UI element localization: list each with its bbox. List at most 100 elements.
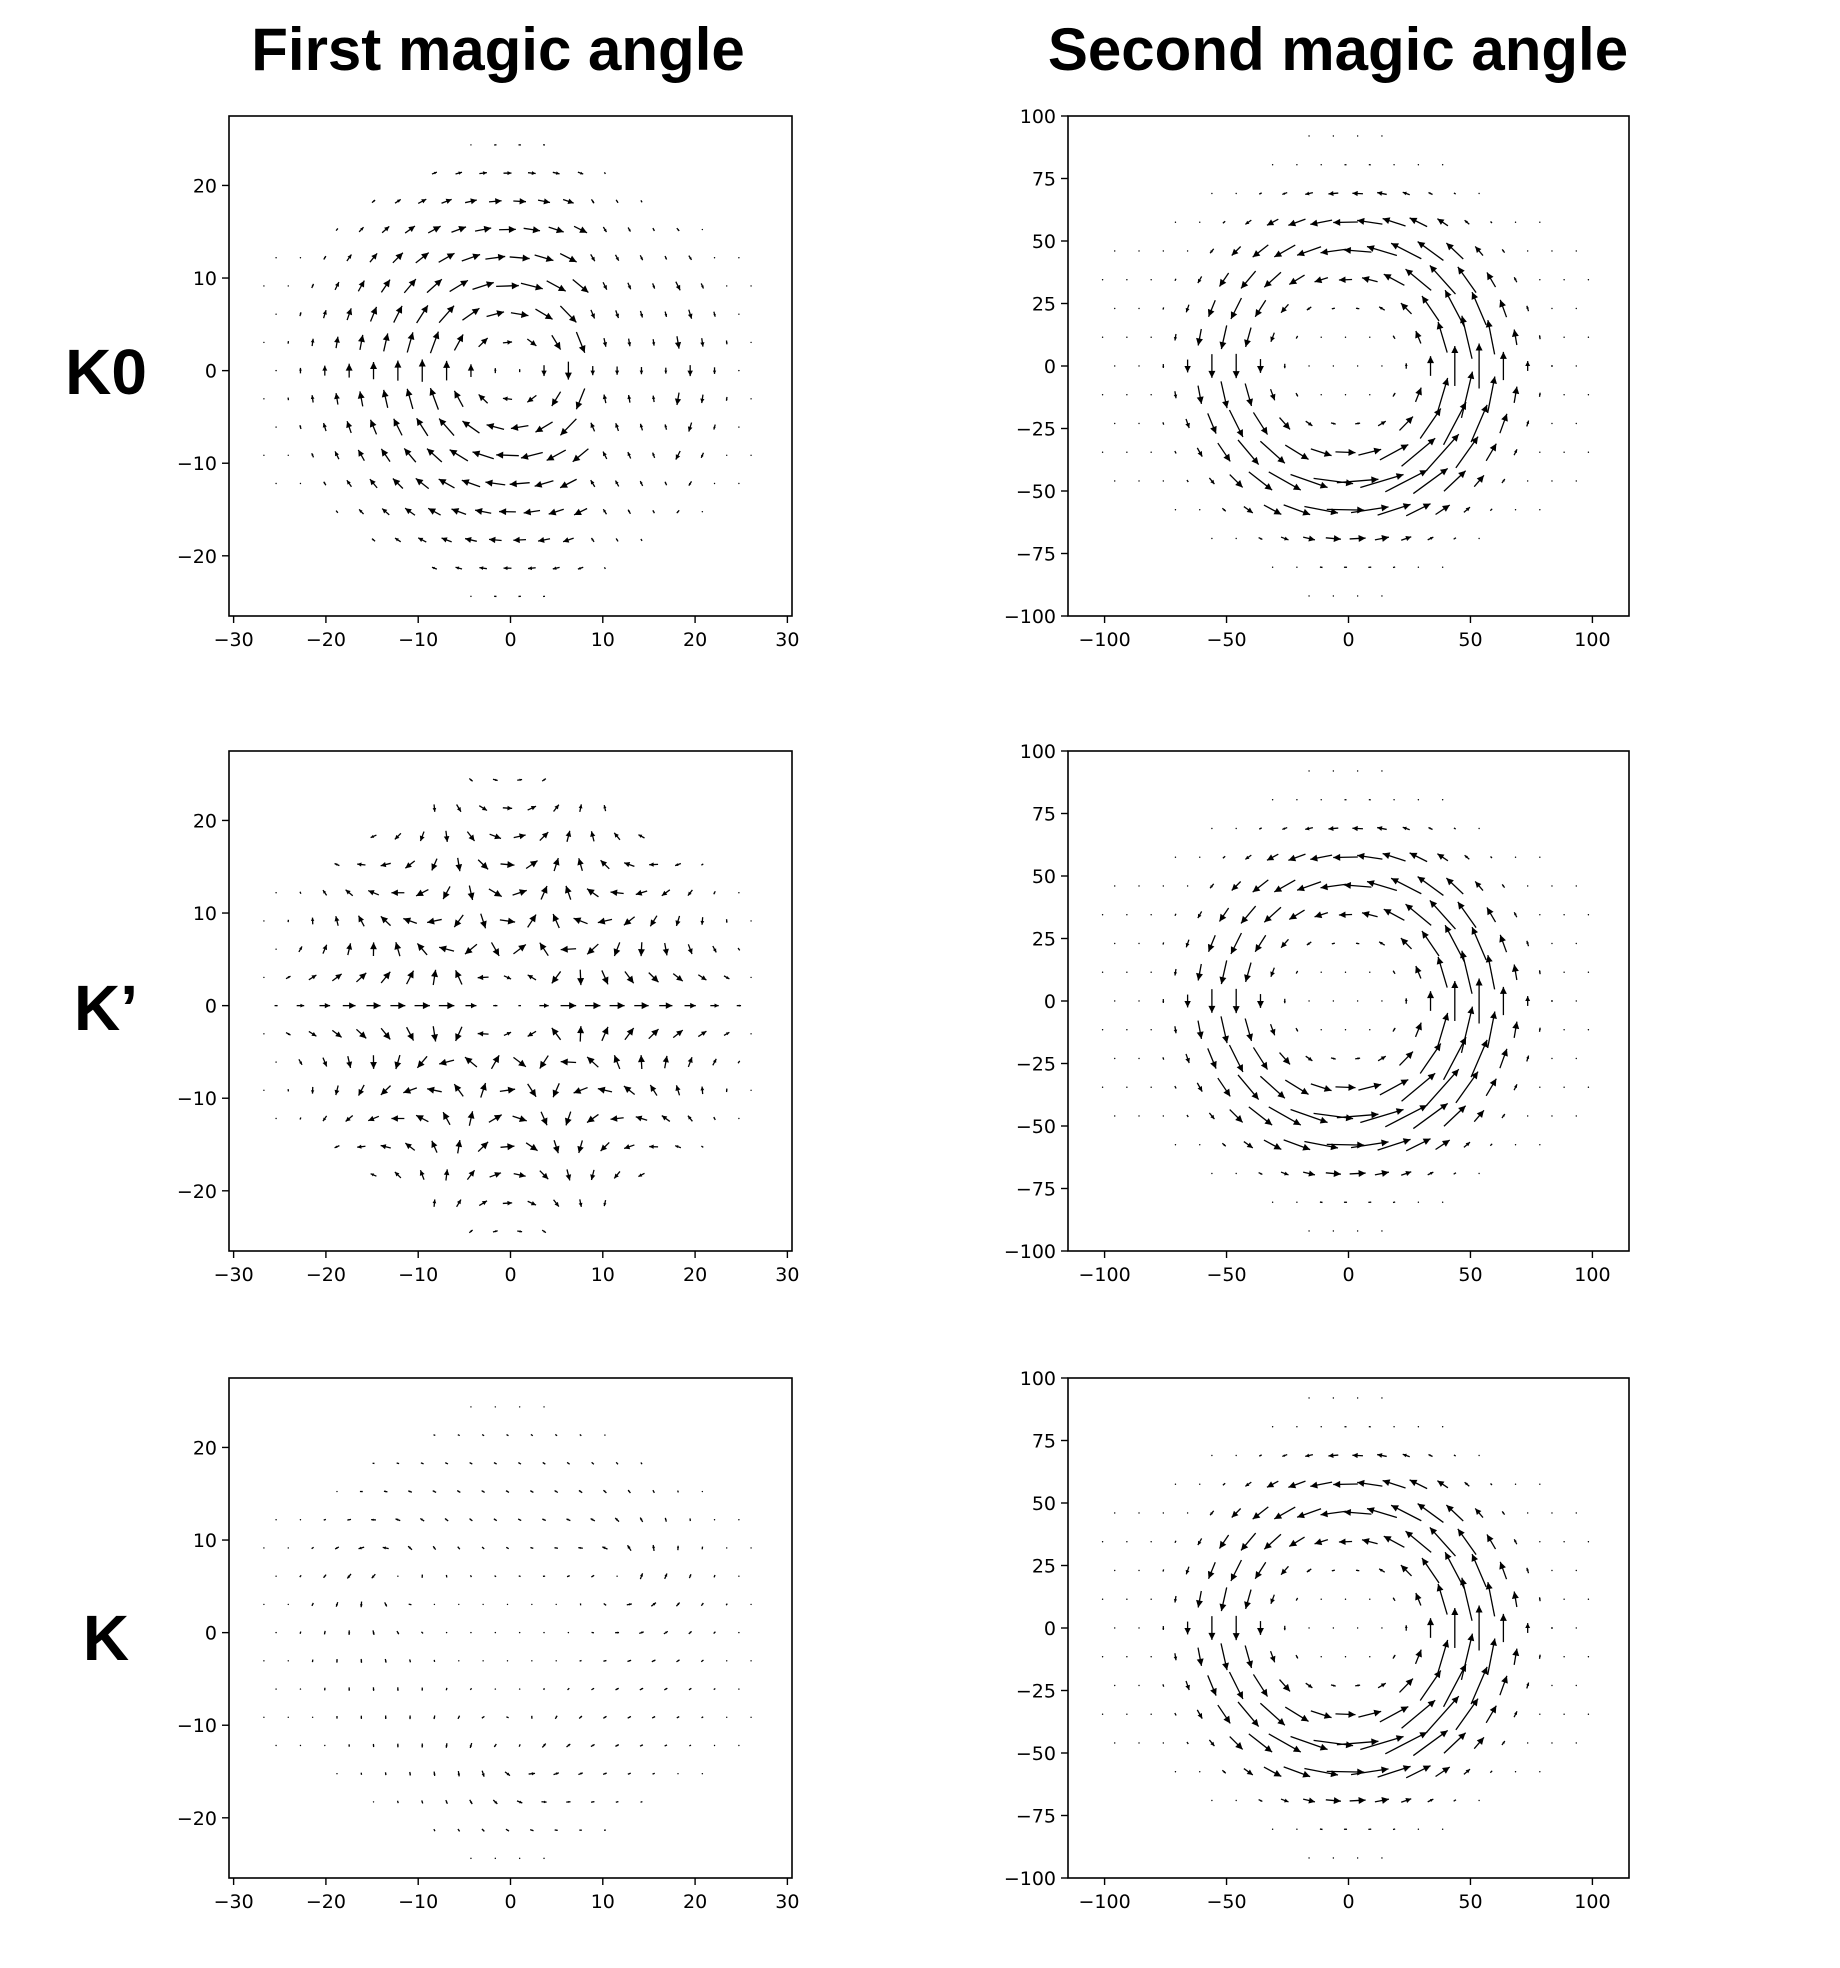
- quiver-arrow: [481, 1770, 485, 1777]
- quiver-arrow: [275, 1631, 277, 1634]
- quiver-arrow: [1138, 250, 1140, 252]
- quiver-arrow: [1427, 991, 1435, 1011]
- y-tick-label: −10: [177, 1715, 217, 1737]
- quiver-arrow: [299, 1631, 302, 1634]
- quiver-arrow: [1551, 250, 1553, 252]
- quiver-arrow: [490, 1054, 500, 1070]
- quiver-arrow: [461, 253, 481, 262]
- quiver-arrow: [456, 804, 462, 813]
- quiver-arrow: [1436, 321, 1448, 353]
- quiver-arrow: [750, 1716, 752, 1718]
- quiver-arrow: [1279, 1679, 1291, 1692]
- quiver-arrow: [1464, 854, 1470, 860]
- quiver-arrow: [462, 420, 480, 434]
- quiver-arrow: [311, 283, 315, 289]
- quiver-arrow: [477, 1031, 489, 1037]
- quiver-arrow: [567, 1687, 570, 1691]
- quiver-arrow: [1419, 1670, 1442, 1701]
- quiver-arrow: [1331, 942, 1336, 945]
- quiver-arrow: [1199, 1144, 1201, 1146]
- quiver-arrow: [1441, 164, 1444, 166]
- x-tick-label: −10: [398, 1891, 438, 1913]
- quiver-arrow: [1328, 826, 1339, 831]
- quiver-arrow: [1478, 537, 1480, 540]
- quiver-arrow: [380, 1027, 391, 1040]
- quiver-arrow: [1229, 1109, 1244, 1123]
- quiver-arrow: [1377, 1055, 1387, 1062]
- quiver-arrow: [334, 393, 340, 405]
- x-tick-label: −30: [214, 1891, 254, 1913]
- quiver-arrow: [1126, 451, 1128, 453]
- quiver-arrow: [457, 1715, 461, 1720]
- quiver-arrow: [1457, 901, 1477, 928]
- quiver-arrow: [370, 361, 378, 380]
- quiver-arrow: [1392, 1027, 1396, 1032]
- quiver-arrow: [464, 198, 477, 205]
- quiver-arrow: [639, 310, 644, 318]
- quiver-arrow: [1320, 1426, 1322, 1428]
- quiver-arrow: [455, 970, 463, 985]
- quiver-arrow: [1499, 1675, 1508, 1696]
- quiver-arrow: [579, 1603, 582, 1606]
- quiver-arrow: [455, 1026, 463, 1042]
- quiver-arrow: [1126, 1713, 1128, 1715]
- quiver-arrow: [697, 974, 707, 981]
- quiver-arrow: [662, 1055, 669, 1069]
- quiver-arrow: [319, 1002, 331, 1009]
- quiver-arrow: [573, 507, 588, 516]
- quiver-arrow: [639, 1631, 644, 1635]
- quiver-arrow: [738, 313, 740, 315]
- quiver-arrow: [738, 257, 740, 259]
- quiver-arrow: [1101, 1598, 1104, 1600]
- quiver-arrow: [613, 1054, 621, 1070]
- quiver-arrow: [394, 832, 402, 840]
- quiver-arrow: [1221, 507, 1227, 512]
- quiver-arrow: [1332, 1627, 1335, 1629]
- quiver-arrow: [566, 1518, 571, 1522]
- y-tick-label: −25: [1016, 419, 1056, 441]
- quiver-arrow: [1325, 1170, 1341, 1178]
- quiver-arrows: [263, 1406, 752, 1860]
- quiver-arrow: [1338, 911, 1353, 919]
- quiver-arrow: [357, 449, 365, 461]
- quiver-arrow: [603, 1659, 607, 1662]
- quiver-arrow: [1344, 336, 1347, 338]
- quiver-arrow: [675, 915, 681, 927]
- quiver-arrow: [1101, 1029, 1104, 1031]
- quiver-arrow: [384, 1658, 387, 1663]
- y-tick-label: 100: [1020, 741, 1056, 763]
- quiver-arrow: [438, 945, 455, 953]
- y-tick-label: 50: [1032, 1493, 1056, 1515]
- quiver-arrow: [415, 477, 430, 490]
- quiver-arrow: [1319, 1201, 1323, 1204]
- quiver-arrow: [1361, 276, 1378, 283]
- quiver-arrow: [1360, 1108, 1404, 1124]
- quiver-arrow: [510, 423, 529, 431]
- quiver-arrow: [659, 1002, 673, 1009]
- quiver-arrow: [700, 917, 705, 925]
- quiver-arrow: [1228, 1044, 1244, 1073]
- quiver-arrow: [1441, 1201, 1444, 1203]
- quiver-arrow: [554, 1829, 558, 1832]
- quiver-arrow: [474, 508, 492, 515]
- quiver-arrow: [299, 1688, 302, 1690]
- quiver-arrow: [1381, 1857, 1383, 1859]
- quiver-arrow: [675, 450, 681, 460]
- quiver-arrow: [1463, 1768, 1471, 1775]
- quiver-arrow: [650, 1602, 657, 1607]
- x-tick-label: 50: [1458, 629, 1482, 651]
- quiver-arrow: [664, 1573, 668, 1580]
- quiver-arrow: [602, 394, 608, 404]
- quiver-arrow: [403, 917, 418, 925]
- quiver-arrows: [263, 778, 752, 1234]
- quiver-arrow: [453, 390, 464, 408]
- quiver-arrow: [541, 365, 547, 377]
- quiver-arrow: [676, 1716, 680, 1719]
- quiver-arrow: [1150, 971, 1152, 973]
- quiver-arrow: [1513, 911, 1518, 918]
- quiver-arrow: [1525, 361, 1531, 371]
- quiver-arrow: [1428, 191, 1433, 196]
- quiver-arrow: [1310, 854, 1333, 862]
- quiver-arrow: [1186, 1512, 1189, 1514]
